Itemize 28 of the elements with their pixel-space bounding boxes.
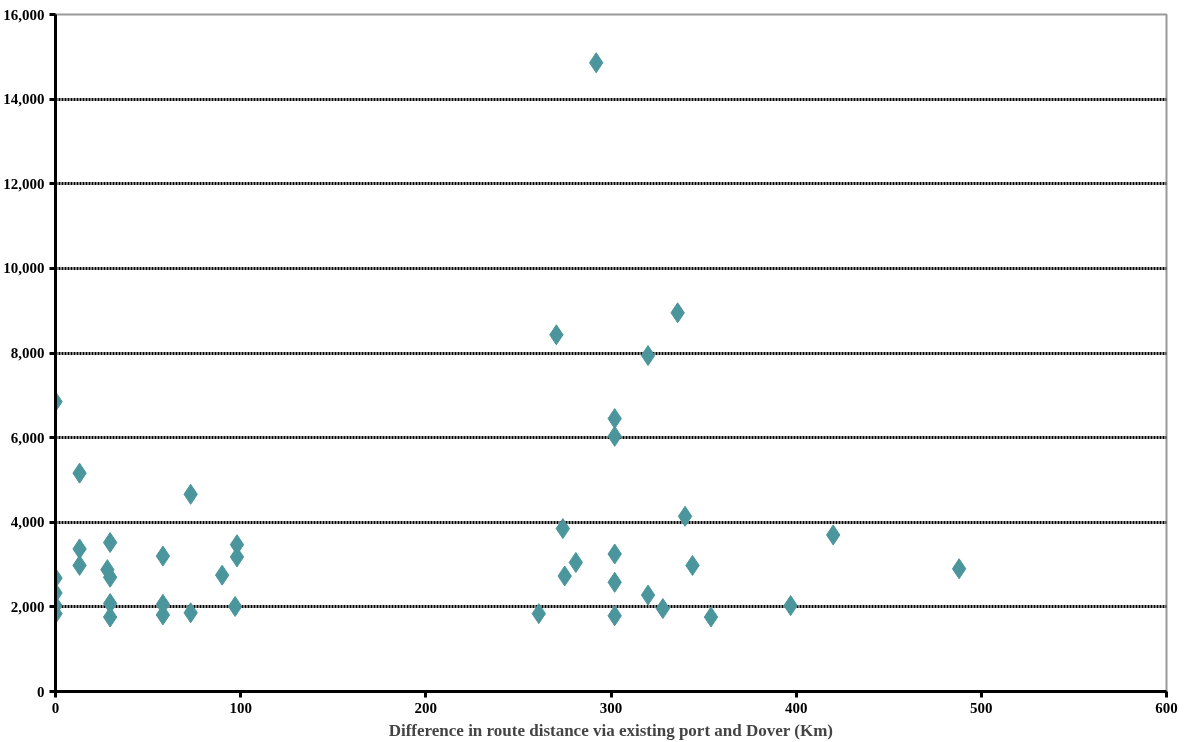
x-tick-label: 400 — [784, 699, 808, 716]
y-tick-label: 4,000 — [10, 514, 45, 531]
y-tick-label: 16,000 — [3, 6, 45, 23]
y-tick-label: 10,000 — [3, 260, 45, 277]
point — [677, 505, 693, 527]
point — [703, 606, 719, 628]
y-tick-label: 2,000 — [10, 598, 45, 615]
point — [102, 532, 118, 554]
point — [227, 595, 243, 617]
x-tick-label: 300 — [599, 699, 623, 716]
point — [951, 558, 967, 580]
x-axis-title: Difference in route distance via existing port and Dover (Km) — [388, 720, 834, 740]
x-tick-label: 200 — [414, 699, 438, 716]
y-tick-label: 0 — [37, 683, 45, 700]
x-tick-label: 500 — [970, 699, 993, 716]
y-tick-label: 14,000 — [3, 91, 45, 108]
y-tick-label: 6,000 — [10, 429, 45, 446]
y-tick-label: 12,000 — [3, 175, 45, 192]
point — [640, 345, 656, 367]
point — [655, 598, 671, 620]
point — [640, 584, 656, 606]
point — [155, 545, 171, 567]
point — [555, 518, 571, 540]
x-tick-label: 100 — [229, 699, 252, 716]
x-tick-label: 600 — [1155, 699, 1178, 716]
point — [214, 564, 230, 586]
y-tick-label: 8,000 — [10, 345, 45, 361]
x-tick-label: 0 — [51, 699, 60, 716]
